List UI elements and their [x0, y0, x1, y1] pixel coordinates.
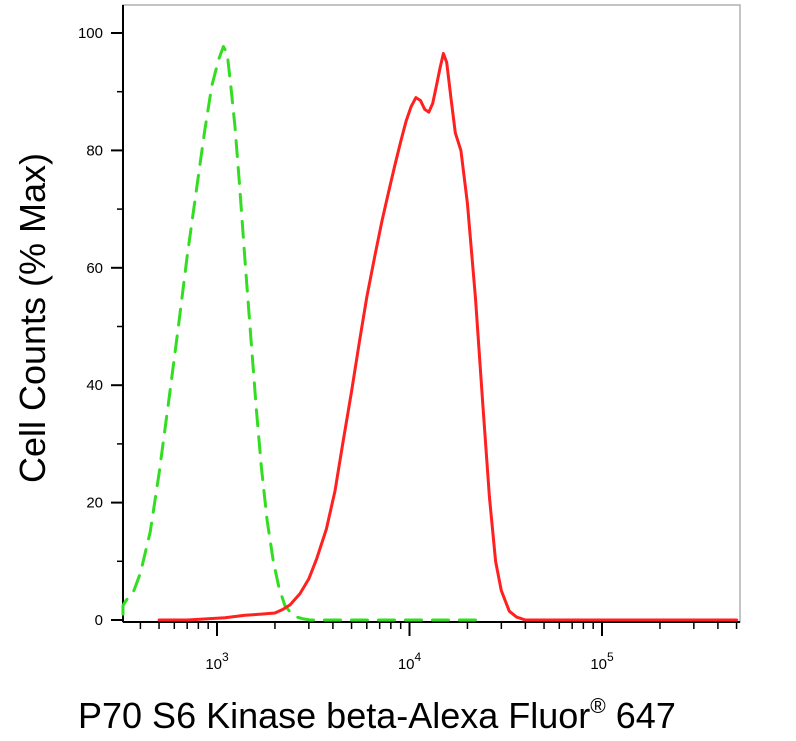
x-tick-label: 104: [398, 650, 422, 673]
series-layer: [121, 45, 739, 622]
x-axis-title: P70 S6 Kinase beta-Alexa Fluor® 647: [78, 695, 676, 736]
tick-labels: 0 20 40 60 80 100 103 104 105: [78, 25, 614, 673]
y-tick-label: 60: [86, 260, 103, 277]
x-tick-label: 103: [205, 650, 229, 673]
y-tick-label: 40: [86, 377, 103, 394]
y-tick-label: 80: [86, 142, 103, 159]
y-tick-label: 0: [95, 612, 103, 629]
plot-frame: [122, 4, 741, 623]
series-line-dashed-green: [121, 45, 488, 622]
y-tick-label: 100: [78, 25, 103, 42]
x-axis-title-suffix: 647: [606, 695, 676, 736]
axes: [111, 5, 740, 636]
x-tick-label: 105: [590, 650, 614, 673]
x-axis-title-superscript: ®: [590, 695, 606, 718]
y-axis-title: Cell Counts (% Max): [12, 153, 53, 483]
x-axis-title-main: P70 S6 Kinase beta-Alexa Fluor: [78, 695, 590, 736]
series-line-solid-red: [157, 52, 739, 622]
y-tick-label: 20: [86, 495, 103, 512]
